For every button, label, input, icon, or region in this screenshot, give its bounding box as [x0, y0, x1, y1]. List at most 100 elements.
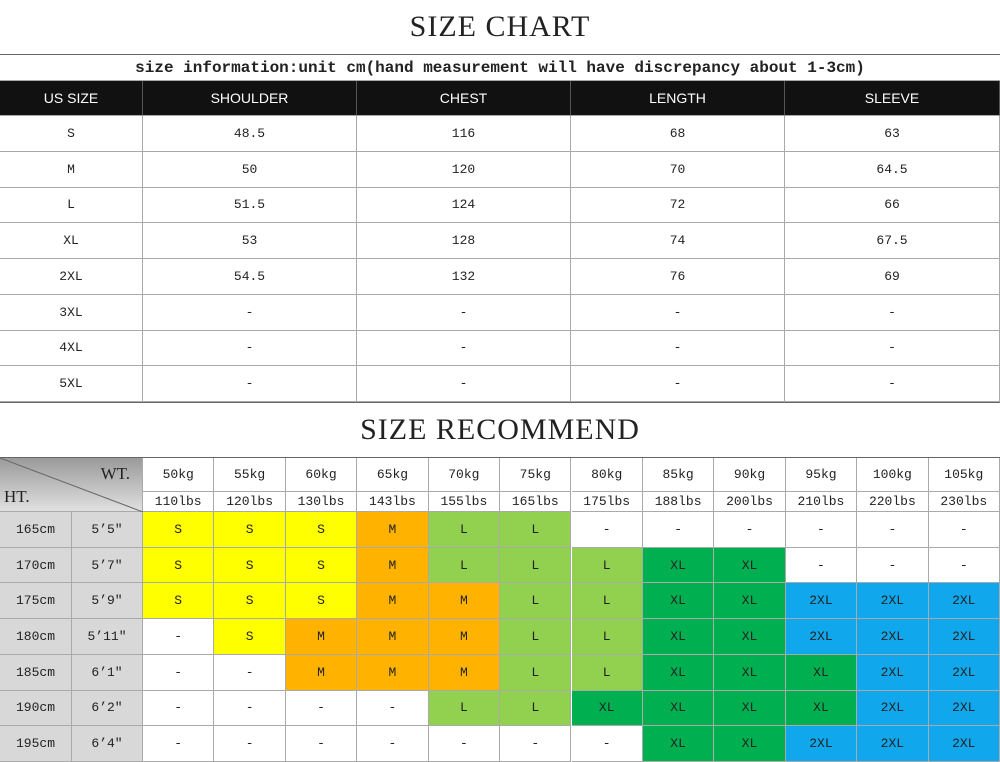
weight-kg: 50kg [143, 458, 215, 492]
measurement: - [357, 330, 571, 367]
size-cell: M [285, 654, 358, 691]
size-cell: - [857, 512, 929, 548]
measurement: - [785, 330, 1000, 367]
size-cell: L [500, 619, 572, 655]
size-cell: - [214, 690, 286, 727]
size-cell: - [642, 512, 715, 548]
column-header: CHEST [357, 81, 571, 116]
size-cell: M [357, 512, 429, 548]
size-cell: S [214, 619, 286, 655]
size-label: L [0, 187, 143, 224]
height-ft: 6’4″ [72, 726, 143, 762]
height-ft: 6’1″ [72, 654, 143, 691]
size-label: 4XL [0, 330, 143, 367]
size-cell: 2XL [857, 726, 929, 762]
measurement: 69 [785, 259, 1000, 295]
weight-lbs: 230lbs [928, 492, 1000, 512]
size-cell: XL [571, 690, 643, 727]
size-cell: XL [642, 547, 715, 584]
measurement: 128 [357, 223, 571, 259]
size-cell: 2XL [928, 726, 1000, 762]
measurement: 63 [785, 116, 1000, 152]
measurement: - [357, 294, 571, 331]
size-cell: - [357, 690, 429, 727]
size-cell: S [214, 547, 286, 584]
size-cell: S [285, 512, 358, 548]
measurement: - [143, 294, 357, 331]
size-cell: - [928, 512, 1000, 548]
size-cell: - [857, 547, 929, 584]
size-cell: L [500, 654, 572, 691]
size-cell: 2XL [857, 690, 929, 727]
weight-lbs: 143lbs [357, 492, 429, 512]
size-cell: L [500, 583, 572, 620]
size-cell: XL [714, 654, 786, 691]
size-cell: M [285, 619, 358, 655]
measurement: 50 [143, 151, 357, 188]
size-cell: - [500, 726, 572, 762]
height-cm: 165cm [0, 512, 72, 548]
height-cm: 180cm [0, 619, 72, 655]
size-cell: - [143, 619, 215, 655]
measurement: 120 [357, 151, 571, 188]
weight-lbs: 220lbs [857, 492, 929, 512]
measurement: 70 [571, 151, 785, 188]
size-cell: XL [714, 726, 786, 762]
measurement: 53 [143, 223, 357, 259]
size-cell: M [428, 583, 501, 620]
size-cell: 2XL [928, 654, 1000, 691]
measurement: 64.5 [785, 151, 1000, 188]
weight-lbs: 110lbs [143, 492, 215, 512]
height-label: HT. [4, 487, 30, 506]
weight-label: WT. [100, 464, 130, 483]
height-cm: 190cm [0, 690, 72, 727]
size-label: XL [0, 223, 143, 259]
column-header: US SIZE [0, 81, 143, 116]
measurement: - [785, 366, 1000, 402]
size-cell: M [357, 619, 429, 655]
measurement: 132 [357, 259, 571, 295]
height-cm: 170cm [0, 547, 72, 584]
measurement: 76 [571, 259, 785, 295]
measurement: 124 [357, 187, 571, 224]
size-cell: - [571, 726, 643, 762]
size-cell: 2XL [857, 654, 929, 691]
measurement: 54.5 [143, 259, 357, 295]
size-cell: - [285, 690, 358, 727]
size-cell: - [143, 654, 215, 691]
weight-lbs: 210lbs [785, 492, 858, 512]
size-label: M [0, 151, 143, 188]
size-cell: L [571, 547, 643, 584]
size-cell: XL [642, 583, 715, 620]
subtitle: size information:unit cm(hand measuremen… [0, 55, 1000, 81]
corner-cell: WT. HT. [0, 458, 143, 512]
size-cell: L [500, 512, 572, 548]
height-cm: 185cm [0, 654, 72, 691]
measurement: - [571, 294, 785, 331]
weight-lbs: 188lbs [642, 492, 715, 512]
measurement: - [143, 330, 357, 367]
size-cell: 2XL [785, 726, 858, 762]
size-cell: - [143, 690, 215, 727]
size-cell: M [357, 654, 429, 691]
size-cell: XL [642, 726, 715, 762]
height-ft: 5’5″ [72, 512, 143, 548]
weight-lbs: 155lbs [428, 492, 501, 512]
measurement: - [357, 366, 571, 402]
weight-kg: 105kg [928, 458, 1000, 492]
size-cell: S [143, 547, 215, 584]
size-cell: 2XL [928, 583, 1000, 620]
size-cell: 2XL [928, 619, 1000, 655]
size-cell: - [714, 512, 786, 548]
size-cell: S [285, 583, 358, 620]
weight-kg: 85kg [642, 458, 715, 492]
size-recommend-title: SIZE RECOMMEND [0, 402, 1000, 458]
size-cell: 2XL [928, 690, 1000, 727]
measurement: - [143, 366, 357, 402]
measurement: 72 [571, 187, 785, 224]
size-cell: XL [642, 654, 715, 691]
size-cell: XL [714, 690, 786, 727]
size-cell: M [428, 654, 501, 691]
size-cell: L [428, 547, 501, 584]
